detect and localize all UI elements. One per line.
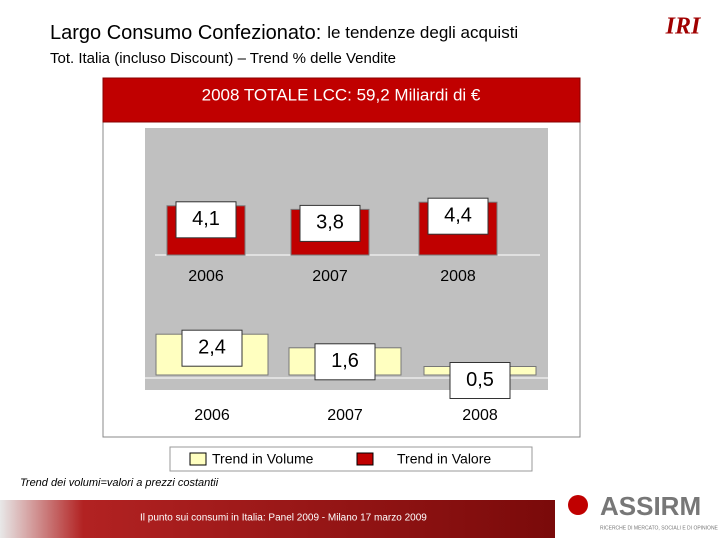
brand-sub: RICERCHE DI MERCATO, SOCIALI E DI OPINIO… [600, 525, 719, 531]
x-tick-label: 2006 [188, 268, 224, 285]
x-tick-label: 2007 [327, 407, 363, 424]
value-label-box [299, 204, 361, 242]
value-label: 4,4 [444, 204, 472, 226]
brand: ASSIRM [600, 491, 701, 521]
value-label-box [449, 362, 511, 399]
x-tick-label: 2006 [194, 407, 230, 424]
footer-text: Il punto sui consumi in Italia: Panel 20… [140, 513, 427, 524]
charts: 2006 2007 2008 4,1 3,8 4,4 2006 2007 2008 2,4 1,6 0… [155, 197, 537, 424]
value-label: 2,4 [198, 336, 226, 358]
x-tick-label: 2008 [462, 407, 498, 424]
legend-label: Trend in Volume [212, 451, 314, 467]
value-label-box [314, 343, 376, 381]
subtitle: Tot. Italia (incluso Discount) – Trend %… [50, 50, 396, 67]
title: Largo Consumo Confezionato: le tendenze d… [50, 22, 518, 44]
value-label-box [181, 329, 243, 367]
x-tick-label: 2007 [312, 268, 348, 285]
x-tick-label: 2008 [440, 268, 476, 285]
legend [169, 446, 533, 472]
banner: 2008 TOTALE LCC: 59,2 Miliardi di € [202, 85, 481, 104]
logo: IRI [665, 14, 702, 40]
value-label: 4,1 [192, 208, 220, 230]
footer-bar [0, 500, 555, 538]
title-rest: le tendenze degli acquisti [327, 23, 518, 42]
footnote: Trend dei volumi=valori a prezzi costant… [20, 477, 219, 489]
value-label-box [427, 197, 489, 235]
value-label: 0,5 [466, 369, 494, 391]
legend-label: Trend in Valore [397, 451, 491, 467]
banner-box [102, 77, 581, 123]
legend-swatch [189, 452, 207, 466]
value-label-box [175, 201, 237, 239]
value-label: 3,8 [316, 212, 344, 234]
legend-swatch [356, 452, 374, 466]
value-label: 1,6 [331, 350, 359, 372]
brand-icon [568, 495, 588, 515]
title-main: Largo Consumo Confezionato: [50, 22, 321, 44]
